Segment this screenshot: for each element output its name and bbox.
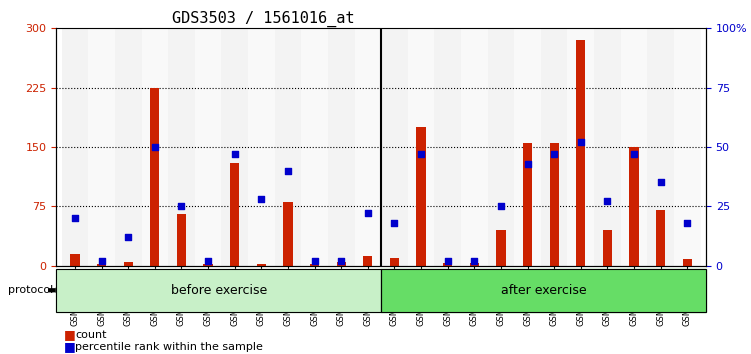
Bar	[257, 264, 266, 266]
Point	[95, 258, 107, 264]
Bar	[434, 28, 461, 266]
Bar	[222, 28, 248, 266]
Text: after exercise: after exercise	[501, 284, 587, 297]
Point	[149, 144, 161, 150]
Bar	[89, 28, 115, 266]
Bar	[176, 214, 186, 266]
Bar	[124, 262, 133, 266]
Bar	[354, 28, 381, 266]
Point	[176, 203, 188, 209]
Bar	[310, 264, 319, 266]
Bar	[336, 262, 346, 266]
Bar	[115, 28, 141, 266]
Bar	[647, 28, 674, 266]
Text: protocol: protocol	[8, 285, 53, 295]
Bar	[195, 28, 222, 266]
Bar	[62, 28, 89, 266]
Bar	[594, 28, 621, 266]
Bar	[603, 230, 612, 266]
Point	[282, 168, 294, 173]
Bar	[408, 28, 434, 266]
Point	[602, 199, 614, 204]
Point	[362, 211, 374, 216]
Bar	[674, 28, 701, 266]
Bar	[443, 263, 452, 266]
Bar	[71, 253, 80, 266]
Point	[388, 220, 400, 225]
Text: GDS3503 / 1561016_at: GDS3503 / 1561016_at	[171, 11, 354, 27]
Point	[521, 161, 533, 166]
Bar	[568, 28, 594, 266]
Bar	[141, 28, 168, 266]
Bar	[168, 28, 195, 266]
Text: ■: ■	[64, 328, 76, 341]
Bar	[461, 28, 487, 266]
Bar	[469, 263, 479, 266]
Point	[442, 258, 454, 264]
Point	[255, 196, 267, 202]
Point	[681, 220, 693, 225]
Point	[309, 258, 321, 264]
Bar	[248, 28, 275, 266]
Bar	[514, 28, 541, 266]
Point	[548, 151, 560, 157]
Bar	[328, 28, 354, 266]
Bar	[541, 28, 568, 266]
Point	[415, 151, 427, 157]
Bar	[283, 202, 293, 266]
Bar	[97, 264, 106, 266]
Bar	[363, 256, 372, 266]
Bar	[487, 28, 514, 266]
Text: count: count	[75, 330, 107, 339]
Text: percentile rank within the sample: percentile rank within the sample	[75, 342, 263, 352]
Point	[69, 215, 81, 221]
Bar	[550, 143, 559, 266]
Bar	[230, 163, 240, 266]
Bar	[390, 258, 399, 266]
Point	[495, 203, 507, 209]
Point	[202, 258, 214, 264]
Bar	[381, 28, 408, 266]
Bar	[621, 28, 647, 266]
Bar	[150, 88, 159, 266]
Point	[229, 151, 241, 157]
Bar	[416, 127, 426, 266]
Point	[628, 151, 640, 157]
Bar	[275, 28, 301, 266]
Bar	[629, 147, 638, 266]
Point	[575, 139, 587, 145]
Point	[655, 180, 667, 185]
Bar	[576, 40, 586, 266]
Bar	[683, 259, 692, 266]
Bar	[656, 210, 665, 266]
Bar	[496, 230, 505, 266]
Bar	[204, 264, 213, 266]
Point	[122, 234, 134, 240]
Text: ■: ■	[64, 341, 76, 353]
Point	[469, 258, 481, 264]
Bar	[301, 28, 328, 266]
Text: before exercise: before exercise	[170, 284, 267, 297]
Point	[335, 258, 347, 264]
Bar	[523, 143, 532, 266]
